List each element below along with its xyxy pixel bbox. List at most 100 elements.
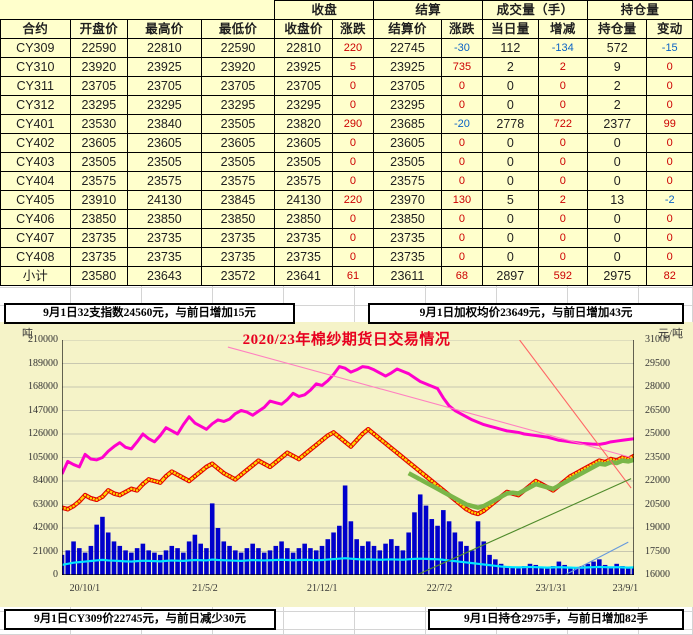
cell-volume: 0 <box>482 152 539 172</box>
right-axis-tick: 19000 <box>645 522 670 533</box>
group-header-1: 结算 <box>373 0 484 20</box>
table-row[interactable]: CY406 23850 23850 23850 23850 0 23850 0 0 0 0 0 <box>0 209 693 229</box>
cell-volume_chg: -134 <box>537 38 588 58</box>
cell-close: 22810 <box>274 38 333 58</box>
cell-settle_chg: 0 <box>440 228 484 248</box>
cell-low: 23850 <box>200 209 276 229</box>
callout-weighted-average: 9月1日加权均价23649元，与前日增加43元 <box>368 303 684 324</box>
cell-high: 23295 <box>127 95 202 115</box>
column-header-10: 持仓量 <box>586 19 648 39</box>
cell-open: 23705 <box>69 76 129 96</box>
cell-settle_chg: 0 <box>440 209 484 229</box>
cell-open: 22590 <box>69 38 129 58</box>
chart-plot-area <box>59 339 637 599</box>
table-row[interactable]: CY403 23505 23505 23505 23505 0 23505 0 0 0 0 0 <box>0 152 693 172</box>
table-row[interactable]: CY402 23605 23605 23605 23605 0 23605 0 0 0 0 0 <box>0 133 693 153</box>
chart-left-axis: 0 21000 42000 63000 84000 105000 126000 147000 1… <box>0 322 58 607</box>
cell-close_chg: 0 <box>331 152 375 172</box>
cell-contract: CY404 <box>0 171 71 191</box>
x-axis-tick: 21/12/1 <box>306 583 338 594</box>
table-group-header-row: 收盘 结算 成交量（手） 持仓量 <box>0 0 693 20</box>
cell-contract: CY405 <box>0 190 71 210</box>
group-header-spacer <box>0 0 275 20</box>
cell-close: 23641 <box>274 266 333 286</box>
cell-volume: 2 <box>482 57 539 77</box>
table-row[interactable]: CY404 23575 23575 23575 23575 0 23575 0 0 0 0 0 <box>0 171 693 191</box>
column-header-5: 涨跌 <box>331 19 375 39</box>
column-header-8: 当日量 <box>482 19 539 39</box>
cell-settle: 23611 <box>373 266 442 286</box>
cell-oi_chg: 0 <box>646 133 693 153</box>
group-header-3: 持仓量 <box>586 0 693 20</box>
group-header-2: 成交量（手） <box>482 0 588 20</box>
cell-settle: 23970 <box>373 190 442 210</box>
cell-close_chg: 0 <box>331 95 375 115</box>
cell-close_chg: 0 <box>331 247 375 267</box>
right-axis-tick: 28000 <box>645 381 670 392</box>
cell-oi_chg: 0 <box>646 247 693 267</box>
table-row[interactable]: CY408 23735 23735 23735 23735 0 23735 0 0 0 0 0 <box>0 247 693 267</box>
left-axis-tick: 63000 <box>33 498 58 510</box>
cell-settle: 23925 <box>373 57 442 77</box>
table-row[interactable]: CY312 23295 23295 23295 23295 0 23295 0 0 0 2 0 <box>0 95 693 115</box>
cell-settle_chg: -30 <box>440 38 484 58</box>
cell-close_chg: 0 <box>331 133 375 153</box>
table-row[interactable]: CY407 23735 23735 23735 23735 0 23735 0 0 0 0 0 <box>0 228 693 248</box>
right-axis-tick: 20500 <box>645 498 670 510</box>
table-row[interactable]: CY309 22590 22810 22590 22810 220 22745 -30 112-… <box>0 38 693 58</box>
cell-open: 23295 <box>69 95 129 115</box>
cell-oi_chg: 0 <box>646 171 693 191</box>
column-header-6: 结算价 <box>373 19 442 39</box>
cell-contract: CY408 <box>0 247 71 267</box>
column-header-1: 开盘价 <box>69 19 129 39</box>
cell-close_chg: 290 <box>331 114 375 134</box>
cell-high: 23840 <box>127 114 202 134</box>
cell-high: 23705 <box>127 76 202 96</box>
cell-settle: 23850 <box>373 209 442 229</box>
x-axis-tick: 20/10/1 <box>69 583 101 594</box>
right-axis-tick: 25000 <box>645 428 670 439</box>
cell-low: 23735 <box>200 247 276 267</box>
table-row[interactable]: CY311 23705 23705 23705 23705 0 23705 0 0 0 2 0 <box>0 76 693 96</box>
table-row[interactable]: 小计 23580 23643 23572 23641 61 23611 68 2897 592 29… <box>0 266 693 286</box>
cell-close: 23735 <box>274 247 333 267</box>
cell-contract: CY406 <box>0 209 71 229</box>
cell-oi_chg: -2 <box>646 190 693 210</box>
cell-settle_chg: 0 <box>440 247 484 267</box>
table-row[interactable]: CY405 23910 24130 23845 24130 220 23970 130 5 2 13… <box>0 190 693 210</box>
cell-high: 24130 <box>127 190 202 210</box>
callout-index-value: 9月1日32支指数24560元，与前日增加15元 <box>4 303 295 324</box>
cell-volume_chg: 0 <box>537 95 588 115</box>
cell-close_chg: 0 <box>331 209 375 229</box>
cell-contract: 小计 <box>0 266 71 286</box>
cell-close_chg: 220 <box>331 190 375 210</box>
chart-title: 2020/23年棉纱期货日交易情况 <box>242 332 451 348</box>
cell-low: 23735 <box>200 228 276 248</box>
cell-open: 23920 <box>69 57 129 77</box>
cell-settle_chg: 0 <box>440 133 484 153</box>
futures-trading-chart: 2020/23年棉纱期货日交易情况 吨 元/吨 0 21000 42000 63000… <box>0 322 693 607</box>
cell-low: 23505 <box>200 114 276 134</box>
cell-close_chg: 5 <box>331 57 375 77</box>
left-axis-tick: 42000 <box>33 522 58 533</box>
cell-volume: 0 <box>482 228 539 248</box>
cell-close: 23850 <box>274 209 333 229</box>
table-row[interactable]: CY310 23920 23925 23920 23925 5 23925 735 2 2 9 0 <box>0 57 693 77</box>
cell-oi_chg: 0 <box>646 95 693 115</box>
cell-volume: 0 <box>482 95 539 115</box>
cell-open: 23580 <box>69 266 129 286</box>
cell-oi_chg: 99 <box>646 114 693 134</box>
cell-close_chg: 0 <box>331 76 375 96</box>
cell-close_chg: 220 <box>331 38 375 58</box>
cell-contract: CY312 <box>0 95 71 115</box>
cell-oi: 2377 <box>586 114 648 134</box>
table-row[interactable]: CY401 23530 23840 23505 23820 290 23685 -20 2778… <box>0 114 693 134</box>
column-header-2: 最高价 <box>127 19 202 39</box>
chart-right-axis: 16000 17500 19000 20500 22000 23500 25000 26500… <box>639 322 693 607</box>
cell-open: 23735 <box>69 247 129 267</box>
cell-oi: 0 <box>586 152 648 172</box>
left-axis-tick: 21000 <box>33 545 58 557</box>
cell-settle_chg: 0 <box>440 152 484 172</box>
cell-close_chg: 0 <box>331 171 375 191</box>
cell-settle: 23735 <box>373 247 442 267</box>
